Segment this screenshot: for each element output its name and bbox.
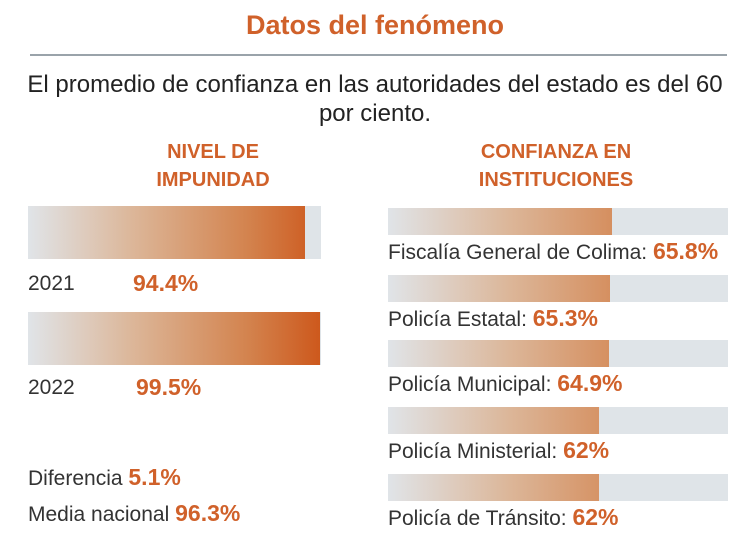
divider: [30, 54, 727, 56]
bar-track: [28, 206, 321, 259]
bar-track: [388, 208, 728, 235]
institution-label: Policía Ministerial: 62%: [388, 437, 609, 464]
bar-institution: [388, 474, 599, 501]
bar-2022: [28, 312, 320, 365]
impunity-heading: NIVEL DE IMPUNIDAD: [156, 141, 270, 191]
bar-2021: [28, 206, 305, 259]
bar-value: 65.8%: [652, 238, 719, 264]
bar-value: 64.9%: [557, 370, 623, 396]
trust-heading: CONFIANZA EN INSTITUCIONES: [478, 141, 634, 191]
difference-note: Diferencia 5.1%: [28, 464, 181, 491]
institution-label: Policía Estatal: 65.3%: [388, 305, 598, 332]
bar-track: [388, 275, 728, 302]
institution-name: Fiscalía General de Colima:: [388, 241, 648, 264]
national-value: 96.3%: [175, 500, 241, 526]
institution-label: Policía Municipal: 64.9%: [388, 370, 622, 397]
institution-name: Policía Estatal:: [388, 308, 527, 331]
difference-label: Diferencia: [28, 467, 123, 490]
institution-label: Fiscalía General de Colima: 65.8%: [388, 238, 718, 265]
year-label: 2022: [28, 376, 75, 399]
bar-institution: [388, 208, 612, 235]
bar-value: 62%: [572, 504, 619, 530]
bar-track: [388, 340, 728, 367]
bar-track: [388, 474, 728, 501]
bar-track: [388, 407, 728, 434]
institution-name: Policía de Tránsito:: [388, 507, 567, 530]
institution-name: Policía Ministerial:: [388, 440, 558, 463]
year-label: 2021: [28, 272, 75, 295]
page-title: Datos del fenómeno: [245, 10, 505, 40]
institution-name: Policía Municipal:: [388, 373, 552, 396]
bar-value: 62%: [563, 437, 610, 463]
national-note: Media nacional 96.3%: [28, 500, 240, 527]
subtitle: El promedio de confianza en las autorida…: [27, 71, 723, 127]
difference-value: 5.1%: [128, 464, 181, 490]
bar-value: 99.5%: [136, 374, 202, 400]
bar-value: 65.3%: [532, 305, 598, 331]
institution-label: Policía de Tránsito: 62%: [388, 504, 618, 531]
bar-institution: [388, 340, 609, 367]
bar-value: 94.4%: [133, 270, 199, 296]
bar-institution: [388, 275, 611, 302]
bar-track: [28, 312, 321, 365]
bar-institution: [388, 407, 599, 434]
national-label: Media nacional: [28, 503, 170, 526]
